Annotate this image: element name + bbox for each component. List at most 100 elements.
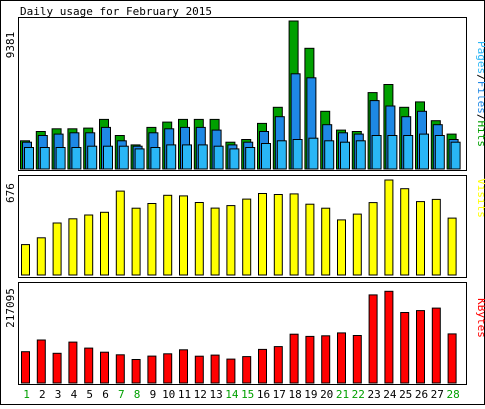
x-label-day-3: 3: [55, 388, 62, 401]
panel-label-visits: Visits: [475, 178, 485, 218]
panel-frame-visits: [18, 175, 467, 278]
x-label-day-11: 11: [178, 388, 191, 401]
x-label-day-8: 8: [134, 388, 141, 401]
x-label-day-24: 24: [383, 388, 397, 401]
bar-visits-day-19: [305, 203, 315, 276]
bar-visits-day-6: [100, 211, 109, 276]
bar-pages-day-17: [276, 140, 287, 170]
y-max-label-kbytes: 217095: [4, 288, 17, 328]
legend-slash-1: /: [475, 74, 485, 81]
bars-kbytes-group: [21, 290, 457, 384]
bar-kbytes-day-27: [431, 307, 441, 384]
bar-visits-day-12: [194, 202, 204, 276]
bar-visits-day-5: [84, 214, 94, 276]
bar-kbytes-day-16: [258, 348, 267, 384]
bar-pages-day-7: [118, 145, 129, 170]
bar-visits-day-20: [321, 207, 331, 276]
x-label-day-9: 9: [150, 388, 157, 401]
bar-kbytes-day-3: [52, 352, 62, 384]
bar-kbytes-day-12: [194, 355, 204, 384]
bar-visits-day-27: [431, 198, 441, 276]
bar-visits-day-23: [368, 202, 378, 276]
bars-visits-group: [21, 179, 457, 276]
x-label-day-20: 20: [320, 388, 333, 401]
bar-pages-day-20: [324, 140, 335, 170]
bar-kbytes-day-8: [131, 359, 141, 384]
x-label-day-7: 7: [118, 388, 125, 401]
legend-slash-2: /: [475, 114, 485, 121]
bar-kbytes-day-10: [163, 353, 173, 384]
bar-visits-day-10: [163, 194, 173, 276]
bar-pages-day-12: [197, 144, 208, 170]
kbytes-panel: 217095 KBytes: [4, 282, 485, 385]
y-max-label-visits: 676: [4, 183, 17, 203]
bar-pages-day-8: [134, 148, 145, 170]
bar-kbytes-day-25: [400, 312, 410, 384]
bar-pages-day-4: [71, 147, 82, 170]
bar-kbytes-day-9: [147, 355, 157, 384]
bar-pages-day-13: [213, 145, 224, 170]
bar-pages-day-23: [371, 135, 382, 170]
x-axis-day-labels: 1 2 3 4 5 6 7 8 9 10 11 12 13 14 15 16 17 18 19 20 21 22 23 24 2…: [23, 388, 460, 401]
bar-pages-day-25: [403, 135, 414, 170]
bar-kbytes-day-20: [321, 335, 331, 384]
bars-hits-group: [20, 20, 461, 170]
bar-kbytes-day-13: [210, 354, 220, 384]
bar-kbytes-day-26: [416, 310, 425, 384]
x-label-day-26: 26: [415, 388, 428, 401]
bar-visits-day-16: [258, 193, 267, 276]
x-label-day-21: 21: [336, 388, 349, 401]
hits-files-pages-panel: 9381 Pages/Files/Hits: [4, 17, 485, 171]
x-label-day-6: 6: [102, 388, 109, 401]
bar-kbytes-day-17: [273, 346, 283, 384]
bar-pages-day-9: [150, 147, 161, 170]
bar-kbytes-day-11: [179, 349, 188, 384]
bar-visits-day-4: [68, 218, 78, 276]
x-label-day-28: 28: [446, 388, 459, 401]
bar-kbytes-day-14: [226, 358, 236, 384]
x-label-day-1: 1: [23, 388, 30, 401]
x-label-day-22: 22: [352, 388, 365, 401]
bar-kbytes-day-22: [352, 335, 362, 384]
bar-visits-day-2: [36, 237, 46, 276]
panel-label-kbytes: KBytes: [475, 298, 485, 338]
chart-title: Daily usage for February 2015: [20, 5, 212, 18]
bar-visits-day-18: [289, 193, 299, 276]
x-label-day-15: 15: [241, 388, 254, 401]
bar-visits-day-7: [115, 190, 125, 276]
bar-visits-day-26: [416, 201, 425, 276]
bar-visits-day-15: [242, 198, 252, 276]
bar-visits-day-3: [52, 222, 62, 276]
bar-visits-day-1: [21, 244, 30, 276]
bar-visits-day-21: [337, 219, 346, 276]
bar-kbytes-day-1: [21, 351, 30, 384]
bar-pages-day-2: [39, 147, 50, 170]
x-label-day-18: 18: [288, 388, 301, 401]
x-label-day-4: 4: [71, 388, 78, 401]
bar-visits-day-11: [179, 195, 188, 276]
bar-kbytes-day-24: [384, 290, 394, 384]
bar-pages-day-22: [355, 140, 366, 170]
bar-visits-day-17: [273, 194, 283, 276]
x-label-day-16: 16: [257, 388, 270, 401]
y-max-label-hits: 9381: [4, 32, 17, 59]
x-label-day-14: 14: [225, 388, 239, 401]
bar-pages-day-24: [387, 135, 398, 170]
bar-kbytes-day-7: [115, 354, 125, 384]
x-label-day-12: 12: [194, 388, 207, 401]
bar-pages-day-6: [103, 145, 113, 170]
bar-visits-day-22: [352, 213, 362, 276]
legend-files: Files: [475, 81, 485, 114]
bar-visits-day-9: [147, 203, 157, 276]
bar-pages-day-11: [182, 144, 192, 170]
panel-label-hits: Pages/Files/Hits: [475, 41, 485, 147]
bar-visits-day-28: [447, 217, 457, 276]
x-label-day-19: 19: [304, 388, 317, 401]
x-label-day-5: 5: [86, 388, 93, 401]
bar-pages-day-5: [87, 145, 98, 170]
bar-kbytes-day-6: [100, 351, 109, 384]
x-label-day-10: 10: [162, 388, 175, 401]
bar-pages-day-26: [419, 133, 429, 170]
bar-kbytes-day-21: [337, 332, 346, 384]
